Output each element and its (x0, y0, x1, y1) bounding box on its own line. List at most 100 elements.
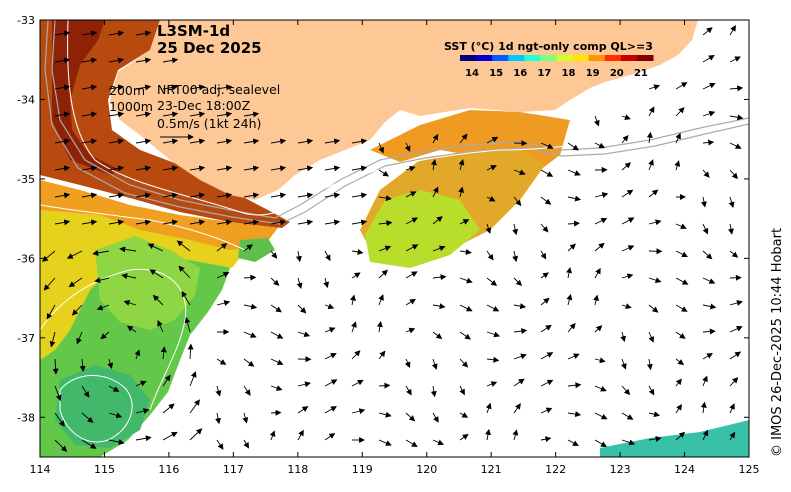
velocity-arrow (54, 412, 65, 427)
x-tick-label: 124 (674, 463, 695, 476)
velocity-arrow (297, 165, 314, 172)
velocity-arrow (513, 277, 523, 287)
velocity-arrow (108, 165, 125, 172)
colorbar-tick-label: 21 (634, 68, 648, 79)
note-scale: 0.5m/s (1kt 24h) (157, 116, 261, 131)
velocity-arrow (486, 195, 496, 202)
velocity-arrow (135, 138, 152, 145)
velocity-arrow (162, 374, 171, 387)
velocity-arrow (135, 30, 152, 37)
velocity-arrow (458, 159, 465, 171)
velocity-arrow (459, 385, 465, 396)
velocity-arrow (189, 138, 206, 145)
velocity-arrow (405, 298, 416, 306)
velocity-arrow (459, 358, 469, 368)
velocity-arrow (486, 304, 500, 312)
x-tick-label: 123 (610, 463, 631, 476)
velocity-arrow (216, 192, 233, 199)
velocity-arrow (728, 223, 734, 235)
velocity-arrow (431, 358, 438, 370)
velocity-arrow (648, 385, 655, 396)
velocity-arrow (621, 135, 629, 144)
plot-frame (39, 19, 750, 458)
velocity-arrow (566, 267, 572, 279)
velocity-arrow (646, 358, 653, 371)
velocity-arrow (324, 353, 337, 360)
velocity-arrow (270, 304, 282, 313)
velocity-arrow (540, 142, 554, 149)
velocity-arrow (567, 353, 580, 360)
velocity-arrow (540, 196, 552, 205)
isobath-1000m (44, 20, 749, 225)
colorbar-segment (492, 55, 509, 61)
velocity-arrow (135, 408, 150, 414)
velocity-arrow (243, 111, 260, 118)
velocity-arrow (729, 300, 743, 306)
velocity-arrow (81, 30, 98, 37)
velocity-arrow (378, 169, 390, 177)
velocity-arrow (432, 216, 443, 225)
velocity-arrow (729, 403, 735, 414)
velocity-arrow (66, 250, 83, 259)
velocity-arrow (459, 133, 468, 144)
velocity-arrow (376, 321, 383, 333)
velocity-arrow (486, 381, 498, 387)
velocity-arrow (432, 439, 445, 446)
velocity-arrow (486, 277, 498, 287)
velocity-arrow (702, 27, 713, 36)
velocity-arrow (674, 160, 681, 171)
velocity-arrow (729, 114, 744, 121)
velocity-arrow (54, 57, 71, 64)
velocity-arrow (621, 412, 634, 420)
velocity-arrow (675, 277, 689, 285)
velocity-arrow (108, 439, 125, 446)
velocity-arrow (459, 412, 469, 418)
velocity-arrow (123, 300, 137, 306)
velocity-arrow (295, 250, 302, 263)
velocity-arrow (270, 358, 284, 365)
velocity-arrow (486, 356, 500, 363)
velocity-arrow (54, 192, 71, 199)
velocity-arrow (119, 246, 137, 253)
velocity-arrow (216, 84, 233, 91)
sst-region-green-120 (365, 190, 480, 268)
legend-title: SST (°C) 1d ngt-only comp QL>=3 (444, 40, 653, 53)
velocity-arrow (81, 57, 98, 64)
velocity-arrow (243, 244, 253, 252)
velocity-arrow (54, 138, 71, 145)
velocity-arrow (216, 271, 230, 279)
velocity-arrow (378, 220, 393, 227)
colorbar-segment (588, 55, 606, 61)
velocity-arrow (540, 379, 554, 387)
velocity-arrow (297, 406, 309, 414)
velocity-arrow (162, 192, 179, 199)
velocity-arrow (215, 412, 221, 425)
velocity-arrow (459, 331, 472, 340)
velocity-arrow (486, 250, 494, 261)
velocity-arrow (567, 411, 582, 418)
velocity-arrow (675, 82, 688, 90)
velocity-arrow (297, 192, 314, 199)
velocity-arrow (135, 165, 152, 172)
velocity-arrow (243, 274, 257, 281)
velocity-arrow (486, 165, 497, 171)
velocity-arrow (405, 439, 418, 448)
velocity-arrow (350, 294, 356, 306)
velocity-arrow (92, 249, 110, 256)
velocity-arrow (54, 439, 68, 452)
velocity-arrow (270, 138, 287, 145)
velocity-arrow (566, 293, 573, 306)
velocity-arrow (702, 277, 716, 284)
velocity-arrow (108, 219, 125, 226)
velocity-arrow (675, 431, 686, 441)
velocity-arrow (432, 274, 447, 281)
velocity-arrow (646, 131, 653, 144)
colorbar-segment (604, 55, 622, 61)
velocity-arrow (485, 223, 492, 234)
velocity-arrow (405, 327, 416, 334)
x-tick-label: 122 (545, 463, 566, 476)
velocity-arrow (567, 195, 582, 202)
velocity-arrow (243, 219, 260, 226)
velocity-arrow (54, 30, 71, 37)
